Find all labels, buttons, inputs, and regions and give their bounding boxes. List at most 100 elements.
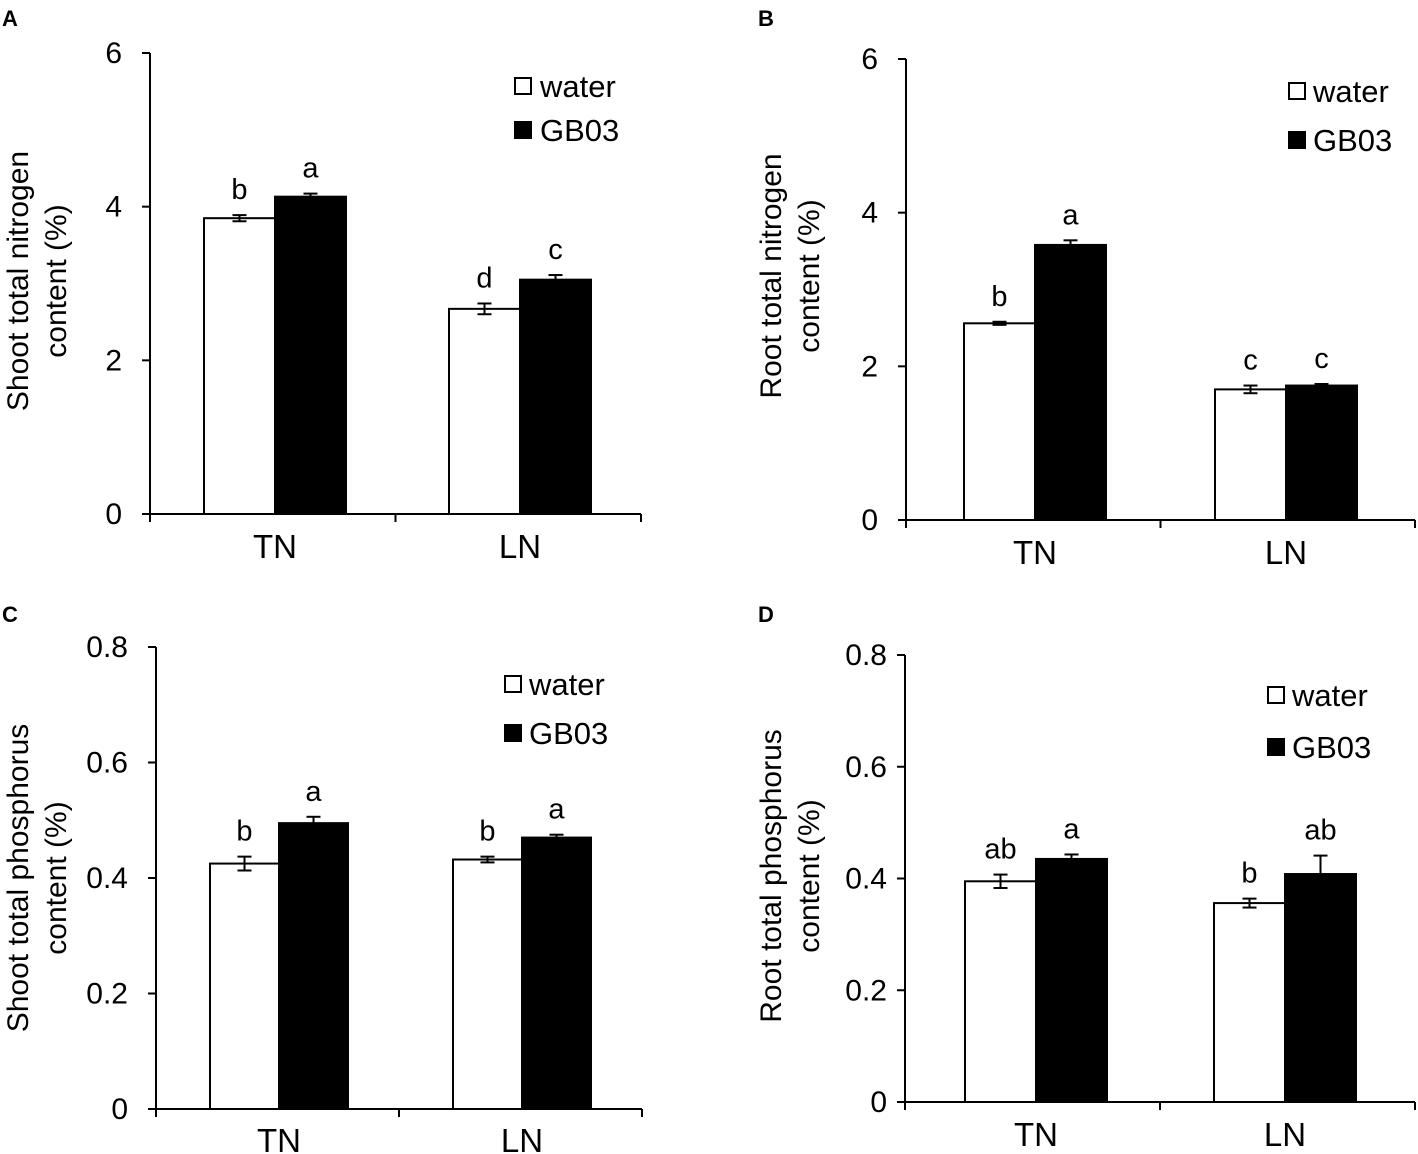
error-bar: [992, 320, 1007, 326]
legend-swatch-gb03: [504, 724, 522, 742]
legend: water GB03: [514, 69, 619, 148]
y-axis-label-line2: content (%): [40, 204, 73, 357]
bar-water-tn: [203, 217, 276, 515]
y-axis-label-line1: Shoot total nitrogen: [2, 151, 35, 411]
significance-label: a: [302, 153, 319, 185]
chart-panel-b: B 0 2 4 6 Root total nitrogen content (%) b a TN c…: [755, 6, 1416, 571]
chart-panel-d: D 0 0.2 0.4 0.6 0.8 Root total phosphorus conte…: [755, 602, 1416, 1153]
significance-label: ab: [1304, 815, 1336, 847]
error-bar: [1243, 384, 1258, 395]
y-axis-label-line1: Shoot total phosphorus: [2, 724, 35, 1033]
error-bar: [1242, 897, 1257, 909]
y-axis-label-line2: content (%): [793, 199, 826, 352]
bar-gb03-ln: [1284, 873, 1357, 1104]
bar-gb03-ln: [521, 836, 592, 1110]
bar-water-tn: [209, 862, 280, 1110]
x-category-label: TN: [253, 528, 297, 565]
bar-water-ln: [448, 307, 521, 516]
error-bar: [993, 873, 1008, 889]
y-tick-label: 2: [105, 344, 122, 377]
x-category-label: LN: [1265, 534, 1307, 571]
significance-label: a: [548, 794, 565, 826]
error-bar: [1313, 854, 1328, 894]
bar-water-tn: [964, 880, 1037, 1104]
chart-panel-c: C 0 0.2 0.4 0.6 0.8 Shoot total phosphorus cont…: [2, 602, 643, 1154]
y-tick-label: 0.6: [845, 751, 887, 784]
y-tick-label: 6: [105, 37, 122, 70]
significance-label: a: [1062, 199, 1079, 231]
x-category-label: TN: [1013, 534, 1057, 571]
legend-label-water: water: [1312, 74, 1389, 109]
legend-swatch-water: [514, 77, 532, 95]
y-tick-label: 0.4: [86, 862, 128, 895]
y-tick-label: 0.4: [845, 863, 887, 896]
legend: water GB03: [1267, 678, 1371, 765]
error-bar: [477, 302, 492, 316]
bar-water-ln: [1214, 388, 1287, 521]
y-axis-label-line2: content (%): [40, 801, 73, 954]
y-tick-label: 0.6: [86, 747, 128, 780]
bar-gb03-tn: [274, 195, 347, 515]
significance-label: c: [548, 234, 563, 266]
y-tick-label: 4: [105, 191, 122, 224]
legend-label-gb03: GB03: [1292, 730, 1371, 765]
y-axis-label-line2: content (%): [793, 799, 826, 952]
significance-label: d: [476, 262, 492, 294]
y-tick-label: 0: [861, 504, 878, 537]
error-bar: [480, 855, 495, 864]
error-bar: [232, 214, 247, 223]
legend-swatch-gb03: [1288, 131, 1306, 149]
legend: water GB03: [504, 667, 608, 751]
significance-label: b: [479, 816, 495, 848]
error-bar: [1064, 853, 1079, 865]
legend: water GB03: [1288, 74, 1392, 158]
significance-label: a: [305, 776, 322, 808]
y-axis-label-line1: Root total nitrogen: [755, 153, 788, 398]
significance-label: c: [1314, 343, 1329, 375]
y-axis-label-line1: Root total phosphorus: [755, 729, 788, 1023]
bar-gb03-tn: [278, 822, 349, 1110]
x-category-label: LN: [501, 1122, 543, 1154]
y-tick-label: 0.8: [86, 631, 128, 664]
x-category-label: TN: [1014, 1116, 1058, 1153]
y-tick-label: 0.2: [86, 978, 128, 1011]
x-category-label: LN: [1264, 1116, 1306, 1153]
panel-letter: A: [2, 6, 18, 31]
panel-letter: B: [758, 6, 774, 31]
error-bar: [549, 833, 564, 842]
y-tick-label: 0: [111, 1093, 128, 1126]
legend-label-gb03: GB03: [529, 716, 608, 751]
legend-swatch-gb03: [1267, 738, 1285, 756]
legend-swatch-water: [1288, 82, 1306, 100]
error-bar: [237, 855, 252, 872]
legend-swatch-water: [504, 675, 522, 693]
bar-water-ln: [452, 858, 523, 1111]
significance-label: b: [236, 816, 252, 848]
legend-label-water: water: [1291, 678, 1368, 713]
y-tick-label: 0: [870, 1086, 887, 1119]
panel-letter: D: [758, 602, 774, 627]
x-category-label: LN: [499, 528, 541, 565]
legend-swatch-water: [1267, 686, 1285, 704]
significance-label: ab: [984, 834, 1016, 866]
y-tick-label: 0.8: [845, 639, 887, 672]
bar-gb03-tn: [1035, 857, 1108, 1103]
error-bar: [303, 192, 318, 201]
significance-label: a: [1063, 813, 1080, 845]
legend-label-water: water: [539, 69, 616, 104]
bar-gb03-ln: [519, 278, 592, 515]
y-tick-label: 0: [105, 498, 122, 531]
x-category-label: TN: [257, 1122, 301, 1154]
significance-label: b: [991, 281, 1007, 313]
error-bar: [306, 815, 321, 831]
bar-water-tn: [963, 322, 1036, 521]
y-tick-label: 6: [861, 43, 878, 76]
legend-swatch-gb03: [514, 121, 532, 139]
error-bar: [1314, 383, 1329, 389]
significance-label: b: [231, 174, 247, 206]
legend-label-gb03: GB03: [1313, 123, 1392, 158]
legend-label-gb03: GB03: [540, 113, 619, 148]
significance-label: c: [1243, 345, 1258, 377]
bar-gb03-tn: [1034, 243, 1107, 521]
